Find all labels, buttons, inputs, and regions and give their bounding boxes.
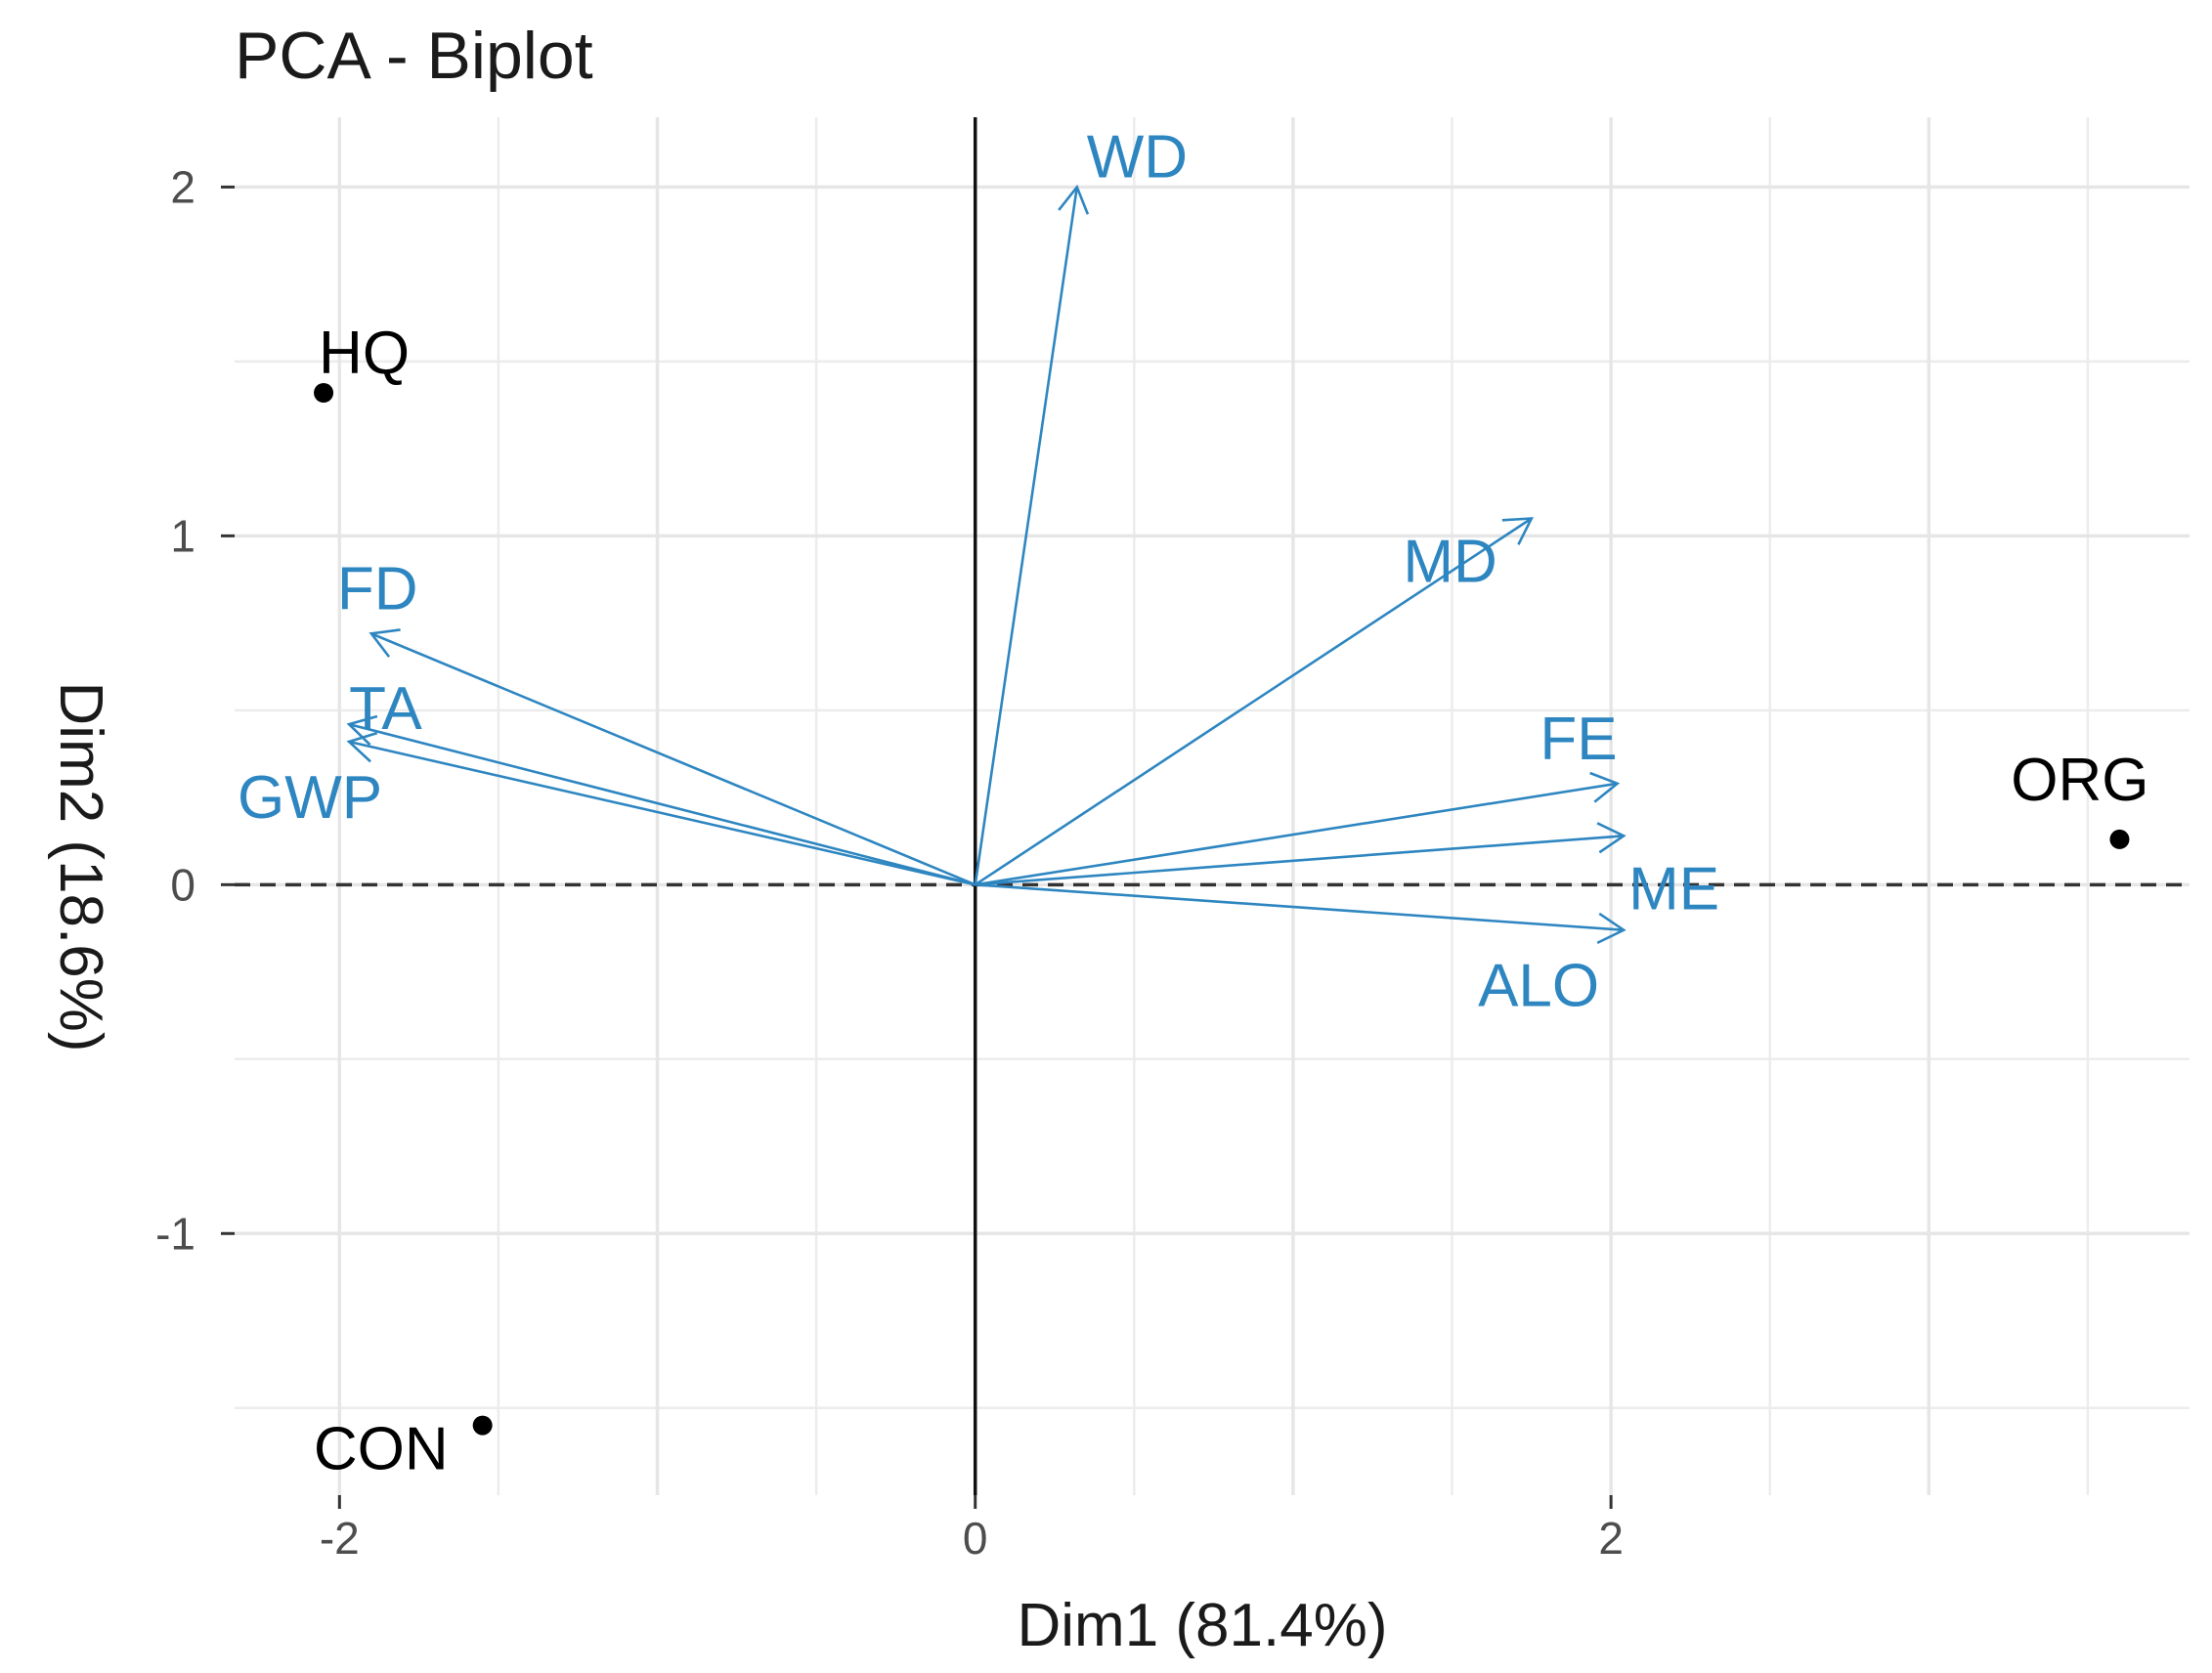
variable-arrow-alo <box>975 883 1625 932</box>
reference-lines <box>235 117 2190 1495</box>
variable-label-me: ME <box>1628 855 1719 922</box>
variable-label-fd: FD <box>337 555 418 622</box>
x-tick-label: 0 <box>963 1513 988 1564</box>
variable-arrow-me <box>975 835 1625 886</box>
variable-arrow-ta <box>348 722 976 886</box>
chart-title: PCA - Biplot <box>235 19 593 93</box>
y-tick-label: -1 <box>155 1208 195 1259</box>
x-tick-label: -2 <box>320 1513 360 1564</box>
variable-arrow-md <box>975 517 1533 886</box>
major-gridlines <box>235 117 2190 1495</box>
minor-gridlines <box>235 117 2190 1495</box>
variable-arrow-fe <box>975 782 1618 886</box>
individual-point-hq <box>314 383 334 403</box>
arrowhead-fd <box>369 628 401 658</box>
arrowhead-me <box>1596 822 1626 854</box>
variable-arrow-gwp <box>348 740 976 886</box>
y-tick-label: 2 <box>170 161 195 212</box>
variable-label-ta: TA <box>349 675 422 743</box>
individual-point-con <box>472 1415 493 1436</box>
axis-ticks: -2 0 2 -1 0 1 2 <box>155 161 1624 1564</box>
arrowhead-gwp <box>346 731 378 763</box>
point-labels: WD MD FD TA GWP FE ME ALO HQ CON ORG <box>238 123 2148 1482</box>
arrowhead-wd <box>1058 184 1090 215</box>
individual-points <box>314 383 2130 1436</box>
y-axis-title: Dim2 (18.6%) <box>47 682 114 1052</box>
variable-arrows <box>346 184 1626 945</box>
arrowhead-md <box>1501 517 1535 545</box>
individual-label-org: ORG <box>2011 747 2148 814</box>
variable-label-alo: ALO <box>1478 953 1599 1020</box>
variable-arrow-fd <box>370 632 976 886</box>
variable-arrow-wd <box>974 187 1079 885</box>
individual-label-con: CON <box>314 1416 449 1483</box>
x-tick-label: 2 <box>1598 1513 1624 1564</box>
x-axis-title: Dim1 (81.4%) <box>1018 1592 1388 1659</box>
y-tick-label: 1 <box>170 510 195 561</box>
individual-label-hq: HQ <box>319 320 410 387</box>
arrowhead-alo <box>1596 912 1626 945</box>
individual-point-org <box>2109 829 2130 849</box>
arrowhead-fe <box>1589 771 1621 803</box>
variable-label-fe: FE <box>1540 706 1617 773</box>
variable-label-gwp: GWP <box>238 764 382 832</box>
y-tick-label: 0 <box>170 859 195 910</box>
variable-label-wd: WD <box>1087 123 1188 191</box>
variable-label-md: MD <box>1403 529 1496 596</box>
